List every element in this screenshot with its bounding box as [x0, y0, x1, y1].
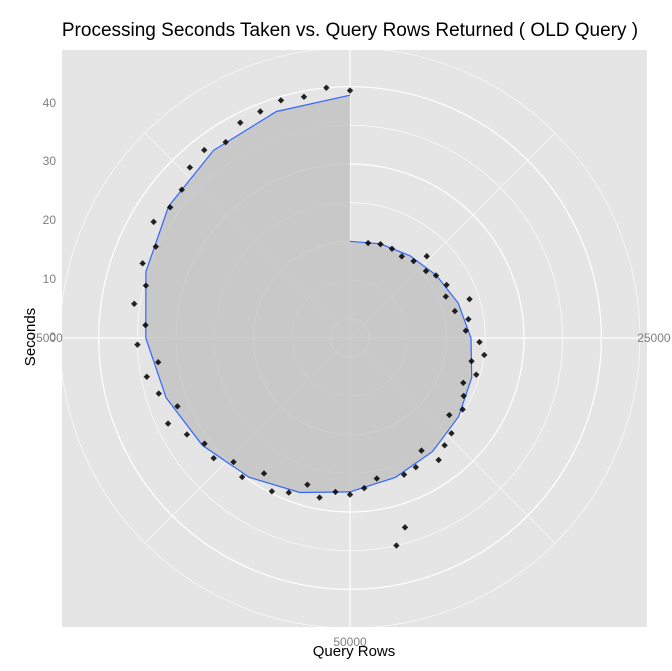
data-point: [201, 440, 208, 447]
data-point: [360, 484, 368, 492]
smooth-ribbon: [145, 95, 472, 493]
data-point: [142, 321, 149, 329]
data-point: [222, 138, 229, 146]
smooth-ribbon-layer: [145, 95, 472, 493]
data-point: [304, 481, 311, 488]
data-point: [131, 300, 138, 308]
data-point: [238, 473, 246, 481]
data-point: [210, 454, 217, 462]
data-point: [398, 253, 405, 260]
data-point: [300, 93, 308, 101]
data-point: [155, 390, 162, 397]
data-point: [410, 257, 417, 265]
data-point: [164, 420, 172, 427]
data-point: [139, 260, 146, 267]
data-point: [441, 442, 448, 449]
data-point: [466, 295, 473, 303]
data-point: [451, 307, 459, 315]
radial-tick-label: 20: [43, 213, 57, 227]
data-point: [166, 204, 174, 211]
data-point: [152, 243, 160, 250]
data-point: [481, 351, 488, 359]
radial-tick-labels: 0 10 20 30 40: [43, 96, 57, 344]
data-point: [476, 338, 483, 346]
data-point: [465, 316, 472, 323]
data-point: [150, 218, 157, 226]
data-point: [462, 327, 469, 334]
data-point: [460, 379, 467, 387]
data-point: [323, 84, 330, 91]
data-point: [346, 491, 354, 498]
data-point: [186, 164, 194, 171]
data-point: [277, 97, 285, 104]
data-point: [174, 403, 181, 410]
data-point: [268, 488, 276, 495]
data-point: [401, 524, 409, 531]
data-point: [364, 239, 372, 247]
data-point: [237, 119, 244, 126]
radial-tick-label: 0: [49, 330, 56, 344]
chart-title: Processing Seconds Taken vs. Query Rows …: [61, 20, 639, 41]
data-point: [143, 373, 150, 380]
data-point: [423, 253, 430, 260]
radial-tick-label: 10: [43, 272, 57, 286]
data-point: [377, 241, 384, 248]
data-point: [446, 411, 453, 419]
data-point: [393, 542, 400, 549]
y-axis-title: Seconds: [22, 308, 39, 366]
data-point: [201, 146, 208, 154]
data-point: [373, 475, 381, 482]
points-layer: [131, 84, 488, 549]
data-point: [435, 456, 442, 464]
angular-tick-label: 50000: [333, 635, 367, 649]
data-point: [260, 470, 268, 477]
data-point: [134, 341, 141, 348]
data-point: [257, 108, 264, 115]
data-point: [332, 488, 339, 496]
data-point: [422, 267, 430, 275]
data-point: [178, 186, 185, 193]
data-point: [442, 293, 450, 300]
data-point: [418, 447, 425, 454]
radial-tick-label: 30: [43, 154, 57, 168]
angular-tick-labels: 25000 50000 75000: [29, 331, 670, 649]
data-point: [346, 87, 354, 94]
data-point: [400, 471, 408, 478]
data-point: [468, 357, 475, 365]
data-point: [443, 281, 450, 289]
data-point: [432, 272, 440, 279]
data-point: [448, 430, 455, 437]
data-point: [412, 463, 420, 471]
angular-tick-label: 25000: [637, 331, 671, 345]
data-point: [388, 245, 396, 252]
radial-tick-label: 40: [43, 96, 57, 110]
data-point: [316, 494, 323, 501]
data-point: [285, 489, 292, 496]
data-point: [154, 359, 162, 366]
data-point: [459, 406, 466, 413]
data-point: [473, 371, 480, 378]
x-axis-title: Query Rows: [313, 643, 396, 660]
data-point: [142, 282, 150, 289]
data-point: [183, 431, 191, 438]
angular-tick-label: 75000: [29, 331, 63, 345]
data-point: [230, 458, 237, 466]
data-point: [460, 392, 467, 400]
